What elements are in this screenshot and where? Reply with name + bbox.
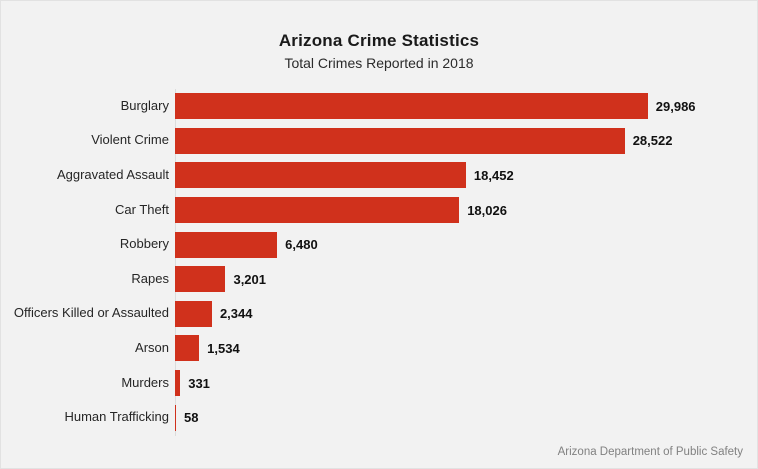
bar-row: Violent Crime 28,522 xyxy=(1,124,757,159)
value-label: 6,480 xyxy=(285,237,318,253)
category-label: Human Trafficking xyxy=(64,409,169,425)
bar[interactable] xyxy=(175,335,200,362)
value-label: 58 xyxy=(184,410,199,426)
bar-track: 3,201 xyxy=(175,266,757,293)
category-label: Rapes xyxy=(131,270,169,286)
value-label: 3,201 xyxy=(233,271,267,287)
value-label: 331 xyxy=(188,375,210,391)
value-label: 18,026 xyxy=(467,202,507,218)
category-label: Murders xyxy=(121,374,169,390)
y-axis-line xyxy=(175,89,176,436)
bar-row: Burglary 29,986 xyxy=(1,89,757,124)
bar-row: Arson 1,534 xyxy=(1,331,757,366)
bar-row: Robbery 6,480 xyxy=(1,227,757,262)
chart-title: Arizona Crime Statistics xyxy=(278,31,480,50)
category-label: Aggravated Assault xyxy=(56,167,169,183)
bar-row: Murders 331 xyxy=(1,366,757,401)
bar-track: 29,986 xyxy=(175,93,757,120)
bar-row: Human Trafficking 58 xyxy=(1,400,757,435)
value-label: 18,452 xyxy=(473,167,514,183)
bar-track: 58 xyxy=(175,404,757,431)
attribution-text: Arizona Department of Public Safety xyxy=(557,446,743,458)
category-label: Violent Crime xyxy=(91,132,169,148)
category-label: Robbery xyxy=(119,236,169,252)
bar[interactable] xyxy=(175,127,625,154)
bar-track: 28,522 xyxy=(175,127,757,154)
bar-row: Officers Killed or Assaulted 2,344 xyxy=(1,297,757,332)
value-label: 28,522 xyxy=(632,133,673,149)
bar-row: Rapes 3,201 xyxy=(1,262,757,297)
bar-row: Car Theft 18,026 xyxy=(1,193,757,228)
category-label: Officers Killed or Assaulted xyxy=(13,305,169,321)
bar[interactable] xyxy=(175,300,212,327)
bar[interactable] xyxy=(175,197,460,224)
bar-track: 6,480 xyxy=(175,231,757,258)
bar-row: Aggravated Assault 18,452 xyxy=(1,158,757,193)
bar[interactable] xyxy=(175,231,278,258)
bar-rows: Burglary 29,986 Violent Crime 28,522 Aggrava… xyxy=(1,89,757,435)
bar-track: 331 xyxy=(175,370,757,397)
bar[interactable] xyxy=(175,266,226,293)
chart-subtitle: Total Crimes Reported in 2018 xyxy=(284,55,474,71)
category-label: Arson xyxy=(135,339,169,355)
bar[interactable] xyxy=(175,404,176,431)
chart-header: Arizona Crime Statistics Total Crimes Re… xyxy=(1,1,757,71)
bar[interactable] xyxy=(175,93,648,120)
bar-track: 1,534 xyxy=(175,335,757,362)
category-label: Burglary xyxy=(120,97,169,113)
category-label: Car Theft xyxy=(115,201,169,217)
value-label: 29,986 xyxy=(655,98,696,114)
value-label: 2,344 xyxy=(219,306,253,322)
bar-track: 18,452 xyxy=(175,162,757,189)
bar[interactable] xyxy=(175,162,466,189)
value-label: 1,534 xyxy=(207,340,240,356)
bar-track: 2,344 xyxy=(175,300,757,327)
bar[interactable] xyxy=(175,370,181,397)
bar-track: 18,026 xyxy=(175,197,757,224)
